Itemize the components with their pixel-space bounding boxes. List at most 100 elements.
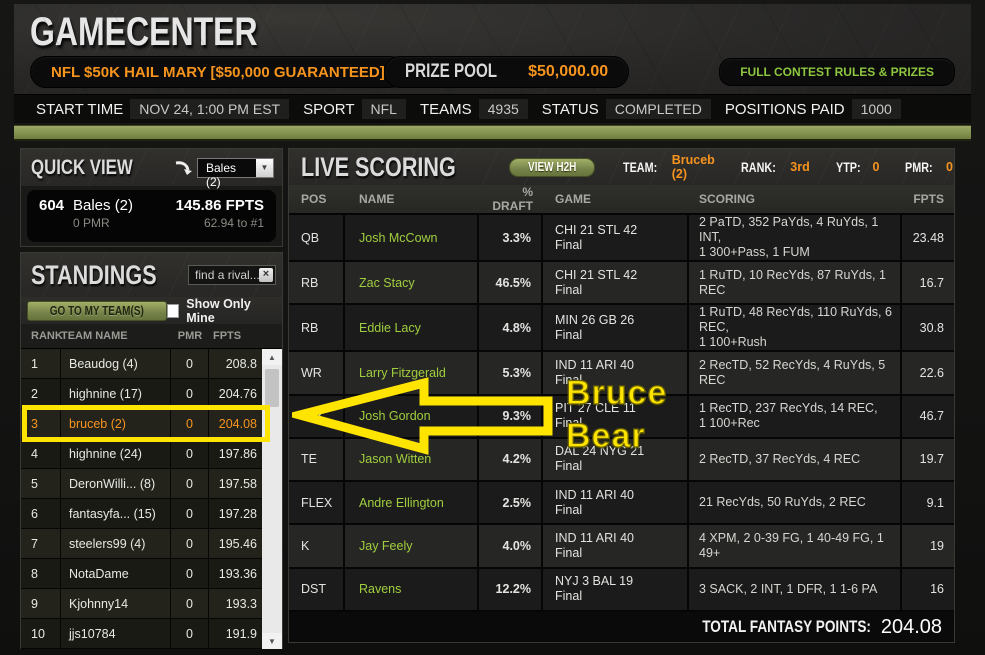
- fpts-cell: 197.86: [218, 446, 257, 461]
- fpts-cell: 197.58: [218, 476, 257, 491]
- prize-pool-pill: PRIZE POOL $50,000.00: [384, 56, 630, 88]
- standings-row[interactable]: 9 Kjohnny14 0 193.3: [21, 589, 262, 619]
- game-cell: DAL 24 NYG 21 Final: [543, 438, 689, 481]
- draft-pct-cell: 12.2%: [479, 568, 543, 610]
- player-name-cell[interactable]: Andre Ellington: [345, 482, 479, 524]
- entry-fpts: 145.86 FPTS: [175, 197, 264, 214]
- standings-row[interactable]: 1 Beaudog (4) 0 208.8: [21, 349, 262, 379]
- standings-row[interactable]: 10 jjs10784 0 191.9: [21, 619, 262, 649]
- team-meta: TEAM: Bruceb (2) RANK: 3rd YTP: 0 P: [623, 153, 953, 181]
- view-h2h-button[interactable]: VIEW H2H: [508, 157, 595, 177]
- pmr-cell: 0: [171, 469, 209, 498]
- standings-scrollbar[interactable]: ▲ ▼: [262, 349, 282, 649]
- info-item: SPORT NFL: [303, 99, 406, 119]
- standings-row[interactable]: 6 fantasyfa... (15) 0 197.28: [21, 499, 262, 529]
- player-name-cell[interactable]: Larry Fitzgerald: [345, 352, 479, 394]
- info-value: COMPLETED: [605, 99, 711, 119]
- pos-cell: K: [289, 525, 345, 567]
- standings-row[interactable]: 2 highnine (17) 0 204.76: [21, 379, 262, 409]
- chevron-down-icon[interactable]: ▼: [262, 633, 282, 649]
- rank-cell: 6: [21, 499, 61, 528]
- live-scoring-header: LIVE SCORING VIEW H2H TEAM: Bruceb (2) R…: [289, 149, 954, 185]
- draft-pct-cell: 5.3%: [479, 352, 543, 394]
- col-fpts: FPTS: [913, 192, 944, 206]
- game-cell: MIN 26 GB 26 Final: [543, 305, 689, 351]
- chevron-down-icon[interactable]: ▼: [256, 158, 273, 177]
- col-game: GAME: [555, 192, 591, 206]
- rank-cell: 5: [21, 469, 61, 498]
- selected-team: Bales (2): [198, 158, 256, 189]
- player-name-cell[interactable]: Josh McCown: [345, 215, 479, 260]
- meta-label: PMR:: [905, 159, 934, 175]
- close-icon[interactable]: ×: [259, 268, 274, 282]
- meta-value: 3rd: [790, 160, 810, 174]
- game-cell: IND 11 ARI 40 Final: [543, 482, 689, 524]
- contest-name: NFL $50K HAIL MARY [$50,000 GUARANTEED]: [51, 63, 385, 81]
- col-team-name: TEAM NAME: [61, 330, 128, 342]
- entry-pmr: 0 PMR: [73, 216, 110, 230]
- masthead: GAMECENTER NFL $50K HAIL MARY [$50,000 G…: [14, 4, 971, 95]
- pmr-cell: 0: [171, 559, 209, 588]
- standings-title: STANDINGS: [31, 259, 157, 290]
- player-name-cell[interactable]: Josh Gordon: [345, 395, 479, 437]
- scoring-cell: 2 RecTD, 52 RecYds, 4 RuYds, 5 REC: [689, 352, 902, 394]
- fpts-cell: 46.7: [919, 409, 944, 424]
- rank-cell: 3: [21, 409, 61, 438]
- chevron-up-icon[interactable]: ▲: [262, 349, 282, 365]
- pos-cell: DST: [289, 568, 345, 610]
- view-h2h-label: VIEW H2H: [527, 160, 576, 174]
- scoring-cell: 1 RuTD, 48 RecYds, 110 RuYds, 6 REC, 1 1…: [689, 305, 902, 351]
- entry-points-behind: 62.94 to #1: [203, 216, 264, 230]
- info-value: 4935: [478, 99, 528, 119]
- fpts-cell: 195.46: [218, 536, 257, 551]
- info-label: POSITIONS PAID: [724, 100, 845, 118]
- info-label: STATUS: [541, 100, 599, 118]
- player-name-cell[interactable]: Zac Stacy: [345, 262, 479, 304]
- fpts-cell: 193.3: [225, 596, 257, 611]
- standings-row[interactable]: 4 highnine (24) 0 197.86: [21, 439, 262, 469]
- rank-cell: 1: [21, 349, 61, 378]
- team-name-cell: NotaDame: [61, 559, 171, 588]
- player-name-cell[interactable]: Eddie Lacy: [345, 305, 479, 351]
- fpts-cell: 191.9: [225, 626, 257, 641]
- rules-and-prizes-button[interactable]: FULL CONTEST RULES & PRIZES: [719, 58, 955, 86]
- standings-row[interactable]: 3 bruceb (2) 0 204.08: [21, 405, 270, 442]
- col-scoring: SCORING: [699, 192, 756, 206]
- quick-view-team-select[interactable]: Bales (2) ▼: [197, 157, 274, 189]
- standings-row[interactable]: 7 steelers99 (4) 0 195.46: [21, 529, 262, 559]
- col-pos: POS: [301, 192, 327, 206]
- player-name-cell[interactable]: Ravens: [345, 568, 479, 610]
- standings-column-headers: RANK TEAM NAME PMR FPTS: [21, 324, 282, 349]
- live-scoring-panel: LIVE SCORING VIEW H2H TEAM: Bruceb (2) R…: [288, 148, 955, 643]
- rank-cell: 10: [21, 619, 61, 648]
- pos-cell: QB: [289, 215, 345, 260]
- search-input[interactable]: [195, 268, 260, 282]
- pmr-cell: 0: [171, 619, 209, 648]
- divider-stripe: [14, 125, 971, 141]
- show-only-mine-checkbox[interactable]: [166, 303, 180, 318]
- player-name-cell[interactable]: Jason Witten: [345, 438, 479, 481]
- find-rival-search[interactable]: ×: [188, 265, 277, 285]
- scoring-cell: 1 RecTD, 237 RecYds, 14 REC, 1 100+Rec: [689, 395, 902, 437]
- scoring-cell: 21 RecYds, 50 RuYds, 2 REC: [689, 482, 902, 524]
- standings-row[interactable]: 8 NotaDame 0 193.36: [21, 559, 262, 589]
- meta-label: TEAM:: [622, 159, 658, 175]
- quick-view-entry-card[interactable]: 604 Bales (2) 145.86 FPTS 0 PMR 62.94 to…: [27, 190, 276, 242]
- scoring-row: QB Josh McCown 3.3% CHI 21 STL 42 Final …: [289, 215, 954, 262]
- standings-row[interactable]: 5 DeronWilli... (8) 0 197.58: [21, 469, 262, 499]
- prize-pool-value: $50,000.00: [528, 63, 609, 80]
- team-name-cell: Kjohnny14: [61, 589, 171, 618]
- meta-label: YTP:: [835, 159, 861, 175]
- scoring-cell: 2 PaTD, 352 PaYds, 4 RuYds, 1 INT, 1 300…: [689, 215, 902, 260]
- fpts-cell: 197.28: [218, 506, 257, 521]
- draft-pct-cell: 4.2%: [479, 438, 543, 481]
- team-name-cell: highnine (17): [61, 379, 171, 408]
- scoring-row: RB Zac Stacy 46.5% CHI 21 STL 42 Final 1…: [289, 262, 954, 306]
- meta-item: PMR: 0: [905, 160, 952, 175]
- player-name-cell[interactable]: Jay Feely: [345, 525, 479, 567]
- team-name-cell: bruceb (2): [61, 409, 171, 438]
- draft-pct-cell: 2.5%: [479, 482, 543, 524]
- col-draft: % DRAFT: [492, 185, 533, 213]
- go-to-my-teams-button[interactable]: GO TO MY TEAM(S): [27, 300, 167, 321]
- scrollbar-thumb[interactable]: [265, 369, 279, 407]
